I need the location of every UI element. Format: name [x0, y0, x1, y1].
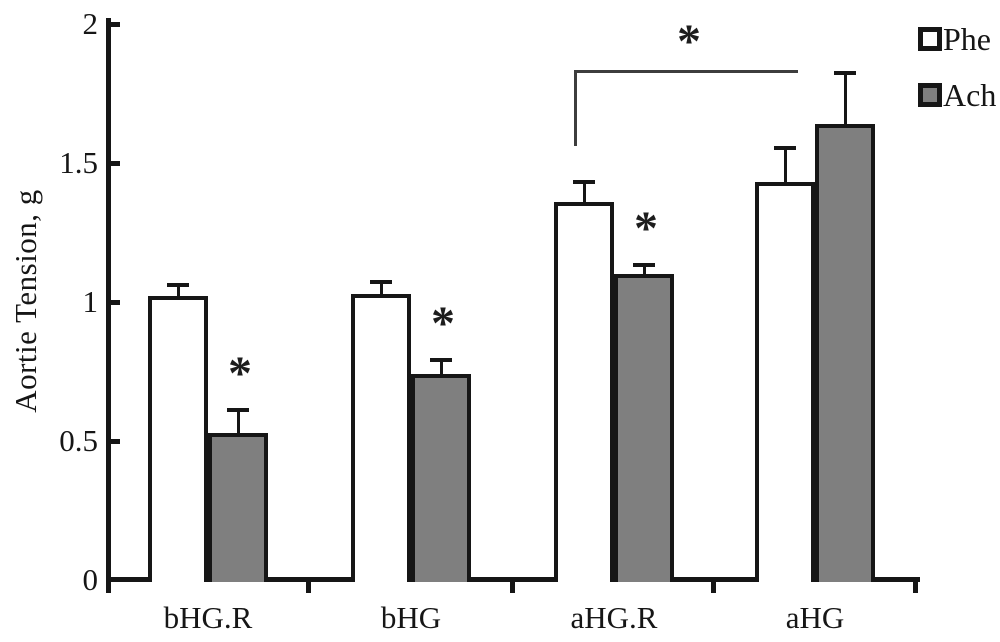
significance-star: * [228, 346, 252, 400]
error-bar-cap [573, 179, 595, 184]
error-bar-line [439, 357, 443, 379]
significance-star: * [431, 296, 455, 350]
error-bar-cap [227, 407, 249, 412]
legend-label: Ach [943, 76, 997, 113]
y-tick-label: 0.5 [59, 423, 98, 458]
error-bar-cap [167, 282, 189, 287]
x-axis-tick [711, 580, 716, 593]
bar-ach-aHG.R [614, 274, 674, 582]
y-axis-line [106, 18, 111, 582]
x-axis-tick [913, 580, 918, 593]
y-tick-label: 2 [82, 6, 99, 41]
y-tick-label: 1 [82, 284, 99, 319]
bar-ach-bHG.R [208, 432, 268, 582]
bracket-star: * [677, 15, 701, 68]
significance-bracket-vertical [574, 70, 577, 146]
bar-phe-bHG.R [148, 296, 208, 582]
error-bar-line [642, 263, 646, 279]
bar-ach-aHG [815, 124, 875, 582]
error-bar-cap [633, 263, 655, 268]
legend: Phe Ach [918, 20, 997, 134]
y-axis-tick [111, 439, 120, 444]
y-axis-tick [111, 22, 120, 27]
x-tick-label: bHG [380, 600, 442, 635]
legend-swatch-ach [918, 83, 942, 107]
error-bar-cap [370, 279, 392, 284]
bar-phe-bHG [351, 293, 411, 582]
error-bar-cap [834, 71, 856, 76]
x-axis-line [106, 577, 920, 582]
x-tick-label: aHG [785, 600, 845, 635]
y-axis-tick [111, 300, 120, 305]
bar-ach-bHG [411, 374, 471, 582]
error-bar-cap [774, 146, 796, 151]
error-bar-line [236, 407, 240, 437]
error-bar-line [582, 179, 586, 206]
error-bar-line [783, 146, 787, 187]
bar-phe-aHG [755, 182, 815, 582]
error-bar-line [843, 71, 847, 129]
x-axis-tick [106, 580, 111, 593]
legend-entry-ach: Ach [918, 76, 997, 113]
x-axis-tick [306, 580, 311, 593]
error-bar-line [379, 279, 383, 298]
y-tick-label: 1.5 [59, 145, 98, 180]
legend-label: Phe [943, 20, 991, 57]
significance-star: * [634, 202, 658, 256]
y-axis-tick [111, 161, 120, 166]
y-tick-label: 0 [82, 562, 99, 597]
x-tick-label: bHG.R [163, 600, 253, 635]
error-bar-line [176, 282, 180, 301]
bar-phe-aHG.R [554, 201, 614, 582]
legend-entry-phe: Phe [918, 20, 996, 57]
error-bar-cap [430, 357, 452, 362]
x-tick-label: aHG.R [570, 600, 658, 635]
significance-bracket-horizontal [574, 70, 798, 73]
legend-swatch-phe [918, 27, 942, 51]
x-axis-tick [510, 580, 515, 593]
